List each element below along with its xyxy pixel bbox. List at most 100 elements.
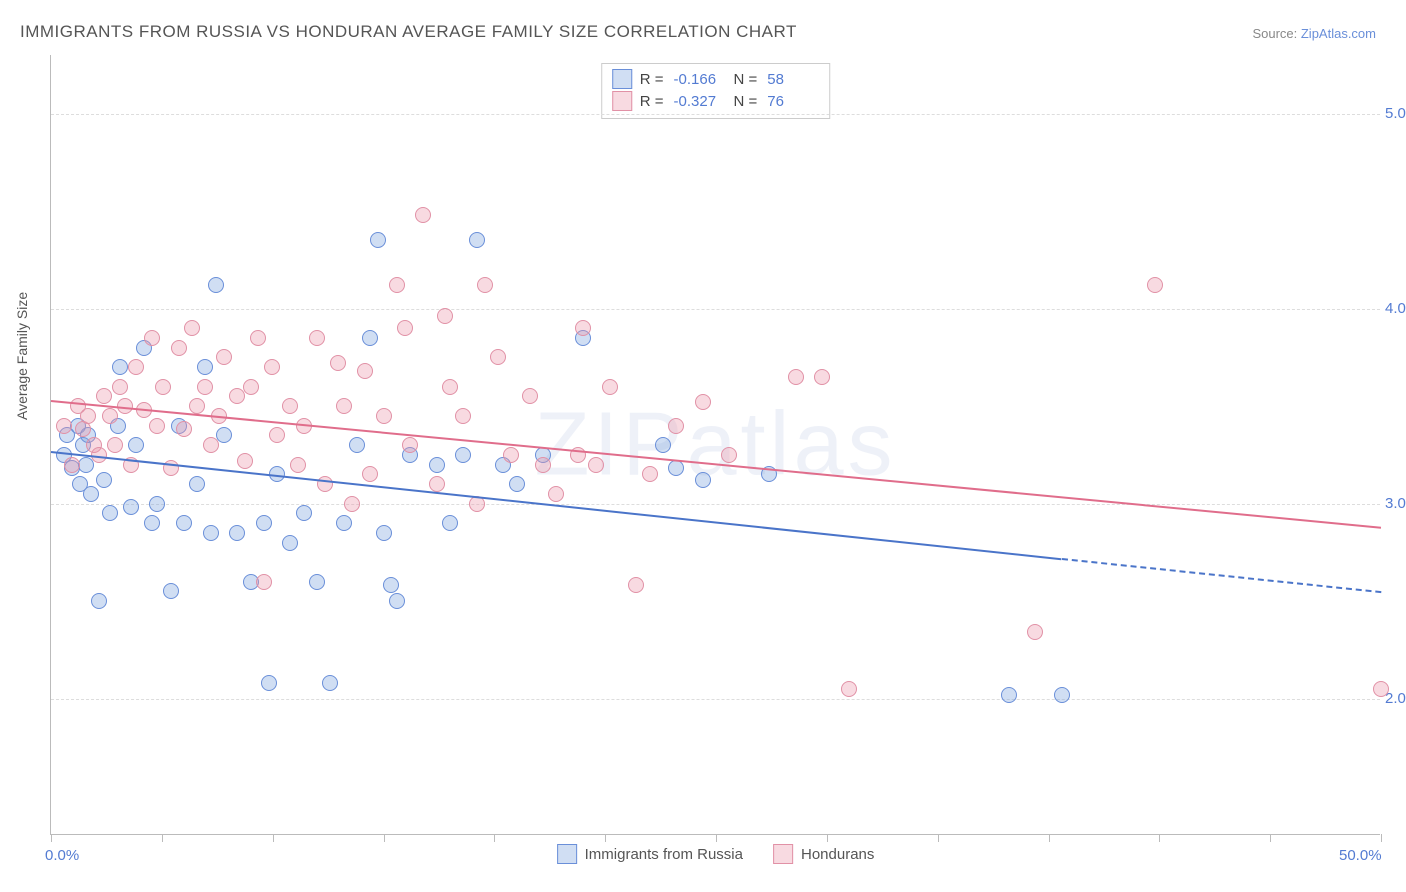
- data-point: [237, 453, 253, 469]
- legend-n-label: N =: [734, 71, 758, 88]
- data-point: [455, 447, 471, 463]
- data-point: [1001, 687, 1017, 703]
- data-point: [330, 355, 346, 371]
- legend-series-label: Hondurans: [801, 846, 874, 863]
- data-point: [189, 476, 205, 492]
- data-point: [243, 379, 259, 395]
- legend-n-label: N =: [734, 93, 758, 110]
- data-point: [128, 437, 144, 453]
- data-point: [83, 486, 99, 502]
- data-point: [128, 359, 144, 375]
- data-point: [336, 515, 352, 531]
- data-point: [144, 515, 160, 531]
- data-point: [1373, 681, 1389, 697]
- data-point: [269, 427, 285, 443]
- data-point: [402, 437, 418, 453]
- data-point: [370, 232, 386, 248]
- legend-series-item: Hondurans: [773, 844, 874, 864]
- y-axis-label: Average Family Size: [14, 292, 30, 420]
- trend-line: [51, 451, 1062, 560]
- data-point: [389, 593, 405, 609]
- data-point: [442, 379, 458, 395]
- x-tick: [605, 834, 606, 842]
- legend-series-label: Immigrants from Russia: [585, 846, 743, 863]
- x-tick: [384, 834, 385, 842]
- data-point: [149, 418, 165, 434]
- data-point: [112, 359, 128, 375]
- data-point: [841, 681, 857, 697]
- data-point: [102, 505, 118, 521]
- data-point: [149, 496, 165, 512]
- data-point: [336, 398, 352, 414]
- data-point: [107, 437, 123, 453]
- data-point: [91, 593, 107, 609]
- x-tick: [1159, 834, 1160, 842]
- data-point: [397, 320, 413, 336]
- data-point: [1147, 277, 1163, 293]
- legend-r-label: R =: [640, 93, 664, 110]
- data-point: [429, 457, 445, 473]
- data-point: [208, 277, 224, 293]
- data-point: [535, 457, 551, 473]
- data-point: [349, 437, 365, 453]
- data-point: [144, 330, 160, 346]
- data-point: [80, 408, 96, 424]
- data-point: [362, 466, 378, 482]
- data-point: [203, 525, 219, 541]
- data-point: [322, 675, 338, 691]
- data-point: [261, 675, 277, 691]
- trend-line: [1062, 558, 1381, 593]
- legend-r-label: R =: [640, 71, 664, 88]
- legend-n-value: 58: [767, 71, 819, 88]
- source-link[interactable]: ZipAtlas.com: [1301, 26, 1376, 41]
- y-tick-label: 3.00: [1385, 495, 1406, 512]
- data-point: [216, 427, 232, 443]
- data-point: [588, 457, 604, 473]
- correlation-legend: R = -0.166N = 58R = -0.327N = 76: [601, 63, 831, 119]
- data-point: [56, 418, 72, 434]
- watermark-text: ZIPatlas: [534, 393, 896, 496]
- x-tick: [494, 834, 495, 842]
- data-point: [362, 330, 378, 346]
- gridline: [51, 699, 1380, 700]
- data-point: [509, 476, 525, 492]
- data-point: [642, 466, 658, 482]
- x-tick: [51, 834, 52, 842]
- series-legend: Immigrants from Russia Hondurans: [557, 844, 875, 864]
- x-tick: [1049, 834, 1050, 842]
- scatter-chart: ZIPatlas R = -0.166N = 58R = -0.327N = 7…: [50, 55, 1380, 835]
- data-point: [575, 320, 591, 336]
- legend-series-item: Immigrants from Russia: [557, 844, 743, 864]
- data-point: [290, 457, 306, 473]
- y-tick-label: 5.00: [1385, 105, 1406, 122]
- legend-stat-row: R = -0.166N = 58: [612, 69, 820, 89]
- data-point: [216, 349, 232, 365]
- data-point: [197, 359, 213, 375]
- data-point: [229, 525, 245, 541]
- gridline: [51, 504, 1380, 505]
- data-point: [357, 363, 373, 379]
- data-point: [1054, 687, 1070, 703]
- data-point: [123, 499, 139, 515]
- data-point: [477, 277, 493, 293]
- data-point: [282, 398, 298, 414]
- chart-title: IMMIGRANTS FROM RUSSIA VS HONDURAN AVERA…: [20, 22, 797, 42]
- data-point: [64, 457, 80, 473]
- legend-swatch: [612, 69, 632, 89]
- data-point: [628, 577, 644, 593]
- data-point: [256, 574, 272, 590]
- data-point: [695, 394, 711, 410]
- legend-r-value: -0.327: [674, 93, 726, 110]
- source-attribution: Source: ZipAtlas.com: [1252, 26, 1376, 41]
- data-point: [455, 408, 471, 424]
- data-point: [429, 476, 445, 492]
- legend-n-value: 76: [767, 93, 819, 110]
- data-point: [389, 277, 405, 293]
- x-tick: [162, 834, 163, 842]
- legend-swatch: [773, 844, 793, 864]
- data-point: [788, 369, 804, 385]
- data-point: [503, 447, 519, 463]
- legend-stat-row: R = -0.327 N = 76: [612, 91, 820, 111]
- data-point: [75, 421, 91, 437]
- data-point: [376, 525, 392, 541]
